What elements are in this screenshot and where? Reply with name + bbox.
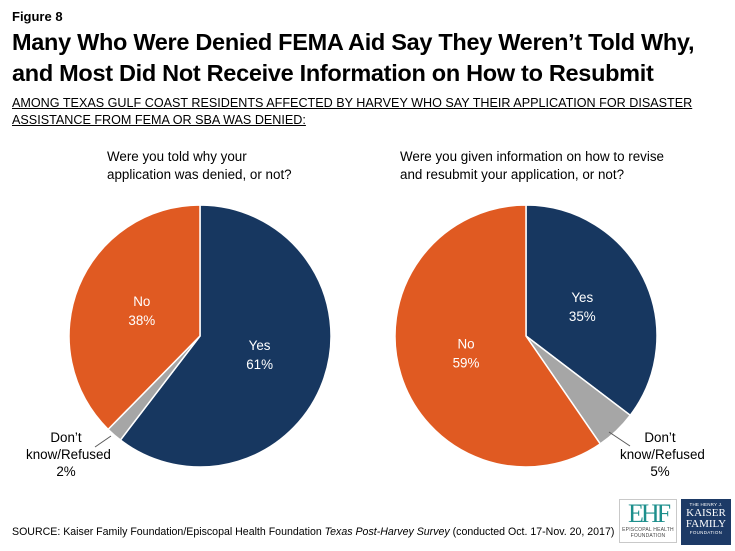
pie1-dk-name: Don’t know/Refused: [26, 430, 111, 462]
ehf-logo: EHF EPISCOPAL HEALTH FOUNDATION: [619, 499, 677, 543]
pie2-slice-value-label: 59%: [453, 356, 480, 371]
pie2-question: Were you given information on how to rev…: [400, 149, 664, 182]
source-suffix: (conducted Oct. 17-Nov. 20, 2017): [449, 526, 615, 538]
pie2-dk-name: Don’t know/Refused: [620, 430, 705, 462]
pie2-slice-name-label: Yes: [571, 290, 593, 305]
chart-subtitle: AMONG TEXAS GULF COAST RESIDENTS AFFECTE…: [12, 96, 693, 127]
figure-label: Figure 8: [12, 9, 63, 24]
pie1-dk-value: 2%: [56, 464, 76, 479]
pie1-slice-value-label: 61%: [246, 357, 273, 372]
ehf-logo-mark: EHF: [627, 499, 671, 528]
kff-logo-bottom: FOUNDATION: [689, 530, 723, 535]
pie1-leader-line: [94, 435, 112, 448]
kff-logo-name-2: FAMILY: [685, 518, 727, 530]
source-prefix: SOURCE: Kaiser Family Foundation/Episcop…: [12, 526, 325, 538]
ehf-logo-caption-1: EPISCOPAL HEALTH: [622, 527, 674, 533]
pie1-slice-no: [68, 204, 201, 431]
pie1-question: Were you told why your application was d…: [107, 149, 292, 182]
pie1-slice-yes: [119, 204, 332, 468]
pie2-slice-value-label: 35%: [569, 309, 596, 324]
kff-logo: THE HENRY J. KAISER FAMILY FOUNDATION: [681, 499, 731, 545]
pie1-dk-label: Don’t know/Refused 2%: [26, 429, 111, 480]
pie2-dk-label: Don’t know/Refused 5%: [620, 429, 705, 480]
source-note: SOURCE: Kaiser Family Foundation/Episcop…: [12, 526, 614, 538]
kff-logo-top: THE HENRY J.: [689, 502, 723, 507]
pie1-slice-name-label: No: [133, 294, 150, 309]
pie2-slice-no: [394, 204, 602, 468]
pie2-dk-value: 5%: [650, 464, 670, 479]
ehf-logo-caption-2: FOUNDATION: [630, 532, 666, 539]
pie2-slice-yes: [525, 204, 658, 417]
pie1-slice-value-label: 38%: [128, 313, 155, 328]
pie1-slice-name-label: Yes: [249, 338, 271, 353]
kff-logo-name-1: KAISER: [686, 507, 726, 519]
chart-title: Many Who Were Denied FEMA Aid Say They W…: [12, 29, 695, 86]
source-survey-name: Texas Post-Harvey Survey: [324, 526, 450, 538]
pie2-slice-name-label: No: [457, 337, 474, 352]
pie2-leader-line: [608, 431, 631, 447]
